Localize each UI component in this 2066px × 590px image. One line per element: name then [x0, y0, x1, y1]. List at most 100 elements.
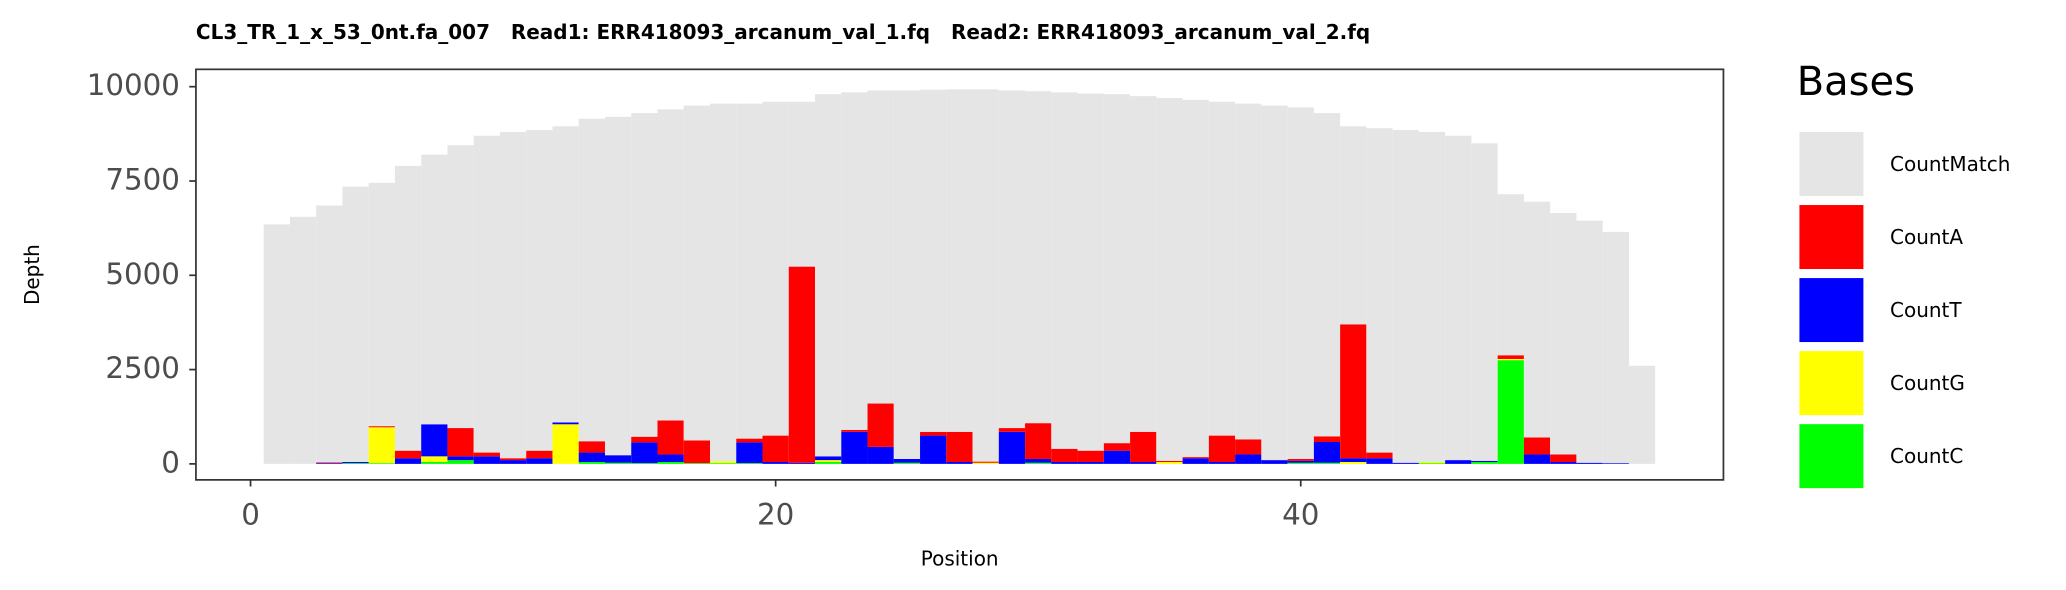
bar-segment: [1156, 460, 1183, 462]
bar-segment: [841, 92, 868, 430]
bar-segment: [552, 424, 579, 464]
bar-segment: [1182, 457, 1209, 459]
bar-segment: [736, 438, 763, 443]
bar-segment: [552, 422, 579, 425]
bar-segment: [604, 462, 632, 464]
bar-segment: [1208, 435, 1236, 462]
bar-segment: [1025, 91, 1052, 424]
bar-segment: [316, 205, 343, 463]
legend-key: [1796, 421, 1867, 491]
bar-segment: [526, 450, 553, 459]
bar-segment: [499, 460, 527, 464]
legend-label: CountC: [1890, 444, 1963, 468]
bar-segment: [1497, 359, 1524, 361]
legend-key: [1796, 202, 1867, 272]
y-tick-label: 0: [161, 445, 180, 479]
bar-segment: [1392, 462, 1419, 464]
bar-segment: [1208, 461, 1236, 464]
bar-segment: [1471, 460, 1498, 462]
bar-segment: [1235, 439, 1262, 455]
bar-segment: [867, 90, 894, 404]
bar-segment: [1077, 450, 1104, 462]
bar-segment: [368, 182, 395, 427]
bar-segment: [447, 145, 474, 429]
bar-segment: [421, 424, 448, 457]
bar-segment: [683, 463, 711, 464]
bar-segment: [815, 94, 842, 457]
bar-segment: [1576, 220, 1603, 463]
bar-segment: [710, 461, 737, 464]
bar-segment: [316, 463, 343, 464]
bar-segment: [710, 103, 737, 462]
bar-segment: [421, 456, 448, 462]
bar-segment: [578, 441, 605, 453]
bar-segment: [1051, 461, 1078, 464]
bar-segment: [1523, 201, 1551, 438]
bar-segment: [1130, 96, 1157, 432]
bar-segment: [1208, 101, 1236, 436]
bar-segment: [815, 461, 842, 464]
y-tick-label: 2500: [105, 351, 180, 385]
bar-segment: [1313, 442, 1341, 463]
legend-label: CountMatch: [1890, 152, 2010, 176]
bar-segment: [683, 440, 711, 464]
x-tick-label: 20: [757, 497, 794, 531]
bar-segment: [263, 224, 290, 464]
bar-segment: [893, 90, 921, 459]
bar-segment: [368, 426, 395, 428]
bar-segment: [1313, 436, 1341, 443]
bar-segment: [1602, 463, 1629, 464]
bar-segment: [1628, 365, 1656, 464]
bar-segment: [1392, 130, 1419, 463]
bar-segment: [683, 105, 711, 441]
x-tick-label: 0: [241, 497, 260, 531]
bar-segment: [1077, 93, 1104, 451]
bar-segment: [447, 428, 474, 457]
bar-segment: [421, 154, 448, 425]
bar-segment: [1287, 458, 1314, 461]
bar-segment: [1313, 462, 1341, 464]
bar-segment: [1445, 460, 1472, 464]
bar-segment: [526, 458, 553, 464]
bar-segment: [1366, 128, 1393, 453]
x-tick-label: 40: [1282, 497, 1319, 531]
bar-segment: [736, 103, 763, 439]
bar-segment: [342, 186, 369, 462]
bar-segment: [1235, 454, 1262, 464]
bar-segment: [736, 463, 763, 464]
bar-segment: [604, 455, 632, 463]
bar-segment: [920, 431, 947, 436]
bar-segment: [1025, 423, 1052, 459]
bar-segment: [1051, 92, 1078, 449]
bar-segment: [998, 431, 1026, 464]
y-axis-title: Depth: [20, 244, 44, 305]
bar-segment: [473, 135, 500, 453]
bar-segment: [893, 462, 921, 464]
legend-label: CountT: [1890, 298, 1962, 322]
bar-segment: [342, 461, 369, 464]
bar-segment: [1340, 461, 1367, 464]
bar-segment: [1418, 463, 1446, 464]
bar-segment: [1340, 324, 1367, 459]
bar-segment: [788, 266, 816, 463]
bar-segment: [394, 165, 422, 451]
bar-segment: [1576, 462, 1603, 464]
bar-segment: [1130, 431, 1157, 462]
bar-segment: [368, 427, 395, 464]
bar-segment: [368, 463, 395, 464]
bar-segment: [920, 435, 947, 464]
bar-segment: [1497, 194, 1524, 356]
bar-segment: [1550, 213, 1577, 455]
bar-segment: [1077, 461, 1104, 464]
bar-segment: [526, 130, 553, 451]
bar-segment: [1182, 99, 1209, 458]
bar-segment: [657, 420, 684, 455]
bar-segment: [1235, 103, 1262, 440]
bar-segment: [841, 429, 868, 432]
bar-segment: [631, 113, 658, 437]
bar-segment: [710, 463, 737, 464]
bar-segment: [1287, 460, 1314, 463]
bar-segment: [815, 460, 842, 462]
bar-segment: [762, 461, 789, 464]
bar-segment: [972, 461, 999, 463]
